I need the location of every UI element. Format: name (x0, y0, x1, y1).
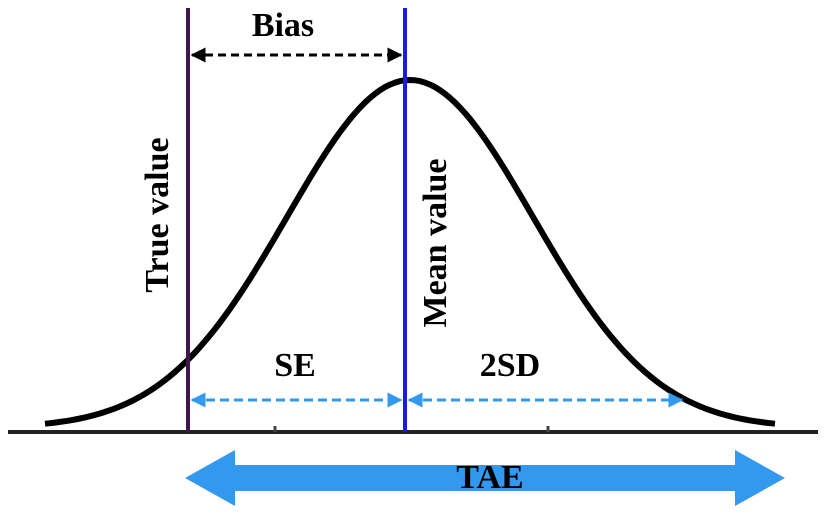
two-sd-label: 2SD (480, 347, 540, 384)
tae-label: TAE (456, 459, 523, 496)
bell-curve (44, 77, 776, 427)
tae-arrow (185, 450, 785, 506)
mean-value-label: Mean value (417, 158, 454, 327)
bias-label: Bias (252, 7, 314, 44)
true-value-label: True value (139, 137, 176, 292)
se-label: SE (274, 347, 316, 384)
